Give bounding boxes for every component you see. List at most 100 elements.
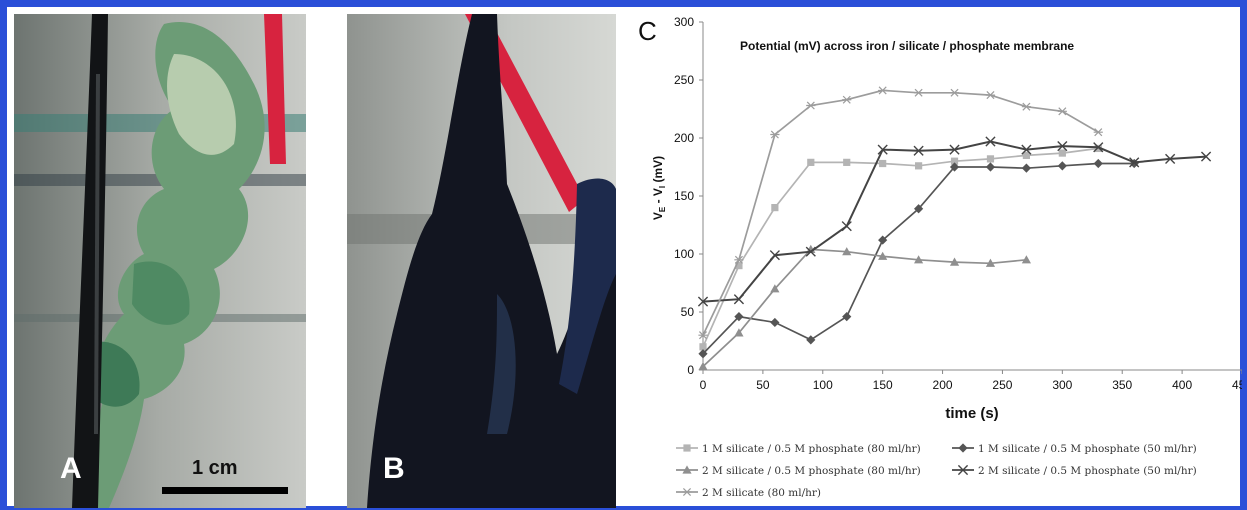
data-point — [842, 247, 852, 256]
scale-bar — [162, 487, 288, 494]
x-tick-label: 100 — [813, 378, 833, 392]
data-point — [698, 331, 708, 340]
data-point — [1057, 107, 1067, 116]
data-point — [735, 262, 743, 270]
data-point — [734, 328, 744, 337]
photo-panel-a — [14, 14, 306, 508]
series-3 — [698, 244, 1031, 371]
x-tick-label: 250 — [992, 378, 1012, 392]
series-5 — [698, 86, 1103, 340]
panel-label-c: C — [638, 16, 657, 46]
data-point — [699, 343, 707, 351]
data-point — [878, 86, 888, 95]
legend-entry-2: 1 M silicate / 0.5 M phosphate (50 ml/hr… — [952, 443, 1197, 455]
y-tick-label: 100 — [674, 247, 694, 261]
y-tick-label: 150 — [674, 189, 694, 203]
series-1 — [699, 144, 1102, 351]
data-point — [1094, 144, 1102, 153]
y-tick-label: 250 — [674, 73, 694, 87]
legend-entry-3: 2 M silicate / 0.5 M phosphate (80 ml/hr… — [676, 465, 921, 477]
legend: 1 M silicate / 0.5 M phosphate (80 ml/hr… — [676, 443, 1197, 499]
data-point — [1021, 163, 1031, 173]
legend-label: 2 M silicate / 0.5 M phosphate (80 ml/hr… — [702, 465, 921, 477]
y-tick-label: 0 — [687, 363, 694, 377]
data-point — [1129, 158, 1139, 169]
data-point — [915, 162, 923, 170]
x-tick-label: 0 — [700, 378, 707, 392]
legend-label: 1 M silicate / 0.5 M phosphate (50 ml/hr… — [978, 443, 1197, 455]
panel-label-b: B — [383, 452, 405, 485]
legend-entry-5: 2 M silicate (80 ml/hr) — [676, 487, 821, 499]
chart: C Potential (mV) across iron / silicate … — [638, 15, 1242, 499]
data-point — [1129, 157, 1140, 168]
data-point — [914, 204, 924, 214]
x-tick-label: 350 — [1112, 378, 1132, 392]
legend-label: 2 M silicate / 0.5 M phosphate (50 ml/hr… — [978, 465, 1197, 477]
x-tick-label: 300 — [1052, 378, 1072, 392]
data-point — [841, 221, 852, 232]
x-tick-label: 400 — [1172, 378, 1192, 392]
scale-bar-label: 1 cm — [192, 457, 238, 479]
data-point — [1022, 151, 1030, 159]
data-point — [806, 335, 816, 345]
data-point — [914, 255, 924, 264]
data-point — [949, 162, 960, 172]
legend-marker — [682, 465, 692, 474]
x-axis-label: time (s) — [945, 405, 998, 422]
data-point — [1057, 161, 1067, 171]
data-point — [842, 312, 852, 322]
legend-label: 1 M silicate / 0.5 M phosphate (80 ml/hr… — [702, 443, 921, 455]
data-point — [1021, 255, 1031, 264]
legend-entry-4: 2 M silicate / 0.5 M phosphate (50 ml/hr… — [952, 464, 1197, 477]
data-point — [1021, 144, 1032, 155]
data-point — [807, 158, 815, 166]
data-point — [771, 204, 779, 212]
data-point — [949, 88, 960, 97]
x-tick-label: 50 — [756, 378, 770, 392]
data-point — [843, 158, 851, 166]
data-point — [985, 162, 996, 172]
x-tick-labels: 0 50 100 150 200 250 300 350 400 450 — [700, 370, 1242, 392]
y-tick-label: 50 — [681, 305, 695, 319]
data-point — [877, 144, 888, 155]
data-point — [913, 145, 924, 156]
data-point — [770, 284, 780, 293]
data-point — [806, 101, 816, 110]
x-tick-label: 200 — [933, 378, 953, 392]
data-point — [950, 157, 959, 165]
data-point — [842, 95, 852, 104]
data-point — [770, 130, 780, 139]
data-point — [698, 361, 708, 371]
series-line-3 — [702, 248, 1027, 368]
data-point — [878, 251, 888, 260]
data-point — [1093, 142, 1104, 153]
data-point — [949, 144, 960, 155]
data-point — [697, 296, 709, 307]
data-point — [770, 317, 780, 328]
series-line-1 — [702, 147, 1099, 348]
y-tick-labels: 0 50 100 150 200 250 300 — [674, 15, 703, 377]
data-point — [1021, 102, 1031, 111]
data-point — [914, 88, 924, 97]
legend-label: 2 M silicate (80 ml/hr) — [702, 487, 821, 499]
panel-label-a: A — [60, 452, 82, 485]
data-point — [1058, 149, 1066, 157]
data-point — [1200, 151, 1212, 162]
data-point — [1057, 141, 1068, 152]
data-point — [949, 257, 960, 266]
y-axis-label: VE - VI (mV) — [651, 156, 667, 220]
data-point — [1165, 153, 1176, 164]
data-point — [985, 91, 996, 100]
y-tick-label: 200 — [674, 131, 694, 145]
photo-panel-b — [347, 14, 616, 508]
data-point — [879, 159, 887, 168]
legend-marker — [958, 443, 968, 453]
series-line-5 — [702, 89, 1099, 336]
x-tick-label: 150 — [873, 378, 893, 392]
data-point — [1093, 128, 1103, 137]
y-tick-label: 300 — [674, 15, 694, 29]
data-point — [805, 246, 816, 257]
chart-title: Potential (mV) across iron / silicate / … — [740, 39, 1074, 53]
data-point — [734, 255, 744, 264]
legend-entry-1: 1 M silicate / 0.5 M phosphate (80 ml/hr… — [676, 443, 921, 455]
